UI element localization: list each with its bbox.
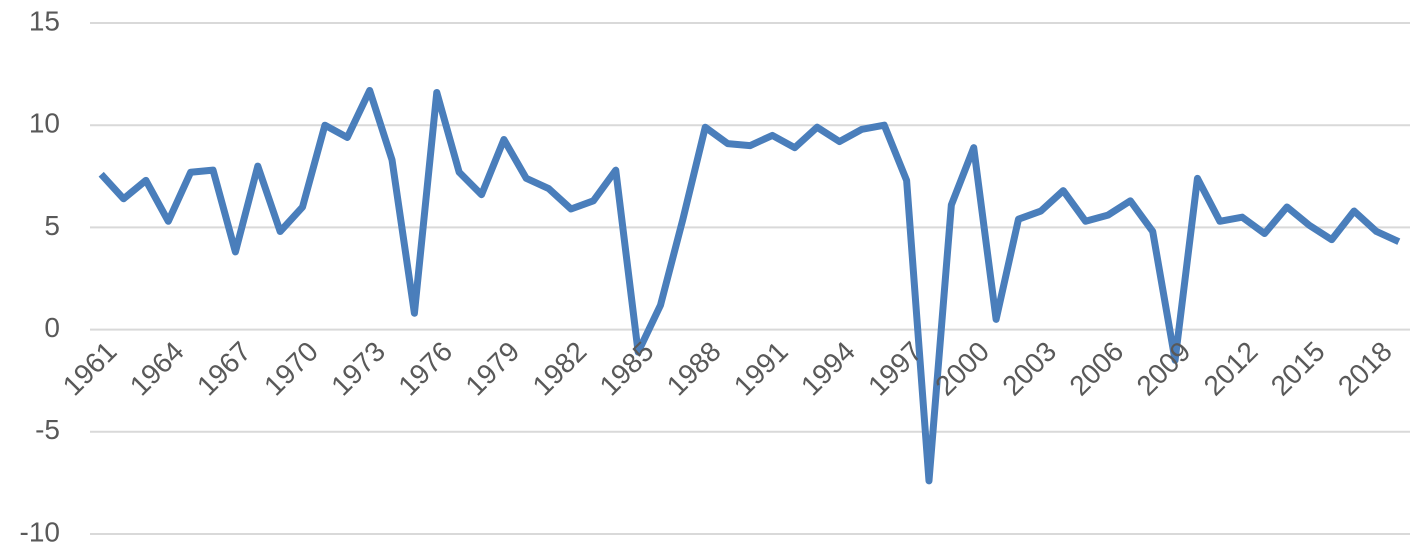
x-tick-label: 1991 bbox=[728, 336, 794, 402]
data-line bbox=[98, 86, 1401, 485]
x-tick-label: 1973 bbox=[325, 336, 391, 402]
x-tick-label: 1961 bbox=[57, 336, 123, 402]
x-tick-label: 1970 bbox=[258, 336, 324, 402]
x-tick-label: 1979 bbox=[459, 336, 525, 402]
x-tick-label: 2009 bbox=[1131, 336, 1197, 402]
x-tick-label: 1976 bbox=[392, 336, 458, 402]
x-tick-label: 2018 bbox=[1332, 336, 1398, 402]
x-tick-label: 1985 bbox=[594, 336, 660, 402]
x-tick-label: 1994 bbox=[795, 336, 861, 402]
y-tick-label: 5 bbox=[44, 210, 60, 241]
y-tick-label: 15 bbox=[29, 5, 60, 36]
y-tick-label: -10 bbox=[20, 516, 60, 547]
x-tick-label: 2012 bbox=[1198, 336, 1264, 402]
x-tick-label: 1967 bbox=[191, 336, 257, 402]
x-tick-label: 1982 bbox=[527, 336, 593, 402]
y-tick-label: -5 bbox=[35, 414, 60, 445]
x-tick-label: 1964 bbox=[124, 336, 190, 402]
y-tick-label: 0 bbox=[44, 312, 60, 343]
x-tick-label: 2003 bbox=[996, 336, 1062, 402]
y-tick-label: 10 bbox=[29, 108, 60, 139]
x-tick-label: 2006 bbox=[1063, 336, 1129, 402]
x-tick-label: 2015 bbox=[1265, 336, 1331, 402]
x-tick-label: 1988 bbox=[661, 336, 727, 402]
